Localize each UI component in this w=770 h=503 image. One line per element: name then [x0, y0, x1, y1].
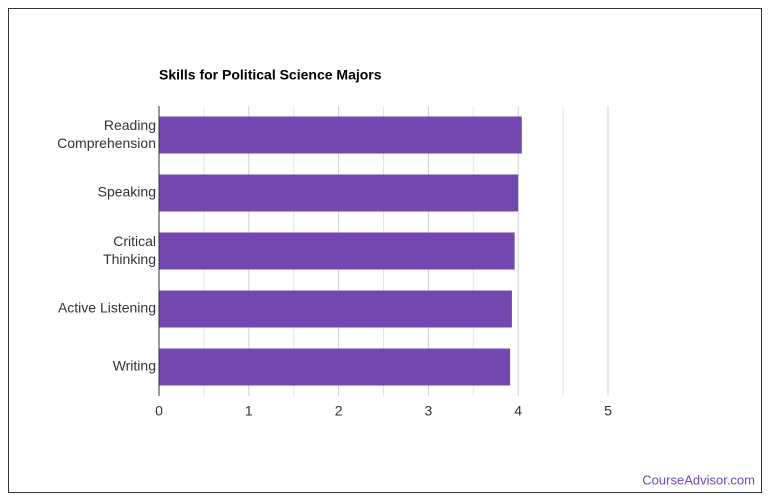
x-tick-label: 3 — [425, 403, 433, 419]
bar — [159, 348, 511, 386]
x-tick-label: 1 — [245, 403, 253, 419]
chart-title: Skills for Political Science Majors — [159, 67, 382, 83]
y-tick-label: Critical Thinking — [103, 233, 156, 267]
x-tick-label: 0 — [155, 403, 163, 419]
x-tick-label: 2 — [335, 403, 343, 419]
bar — [159, 232, 515, 270]
y-tick-label: Speaking — [98, 184, 156, 200]
bar — [159, 174, 519, 212]
bar — [159, 116, 522, 154]
y-tick-label: Active Listening — [58, 300, 156, 316]
y-tick-label: Writing — [113, 358, 156, 374]
bar — [159, 290, 512, 328]
x-tick-label: 5 — [604, 403, 612, 419]
y-tick-label: Reading Comprehension — [57, 117, 156, 151]
x-tick-label: 4 — [514, 403, 522, 419]
watermark: CourseAdvisor.com — [642, 472, 755, 487]
